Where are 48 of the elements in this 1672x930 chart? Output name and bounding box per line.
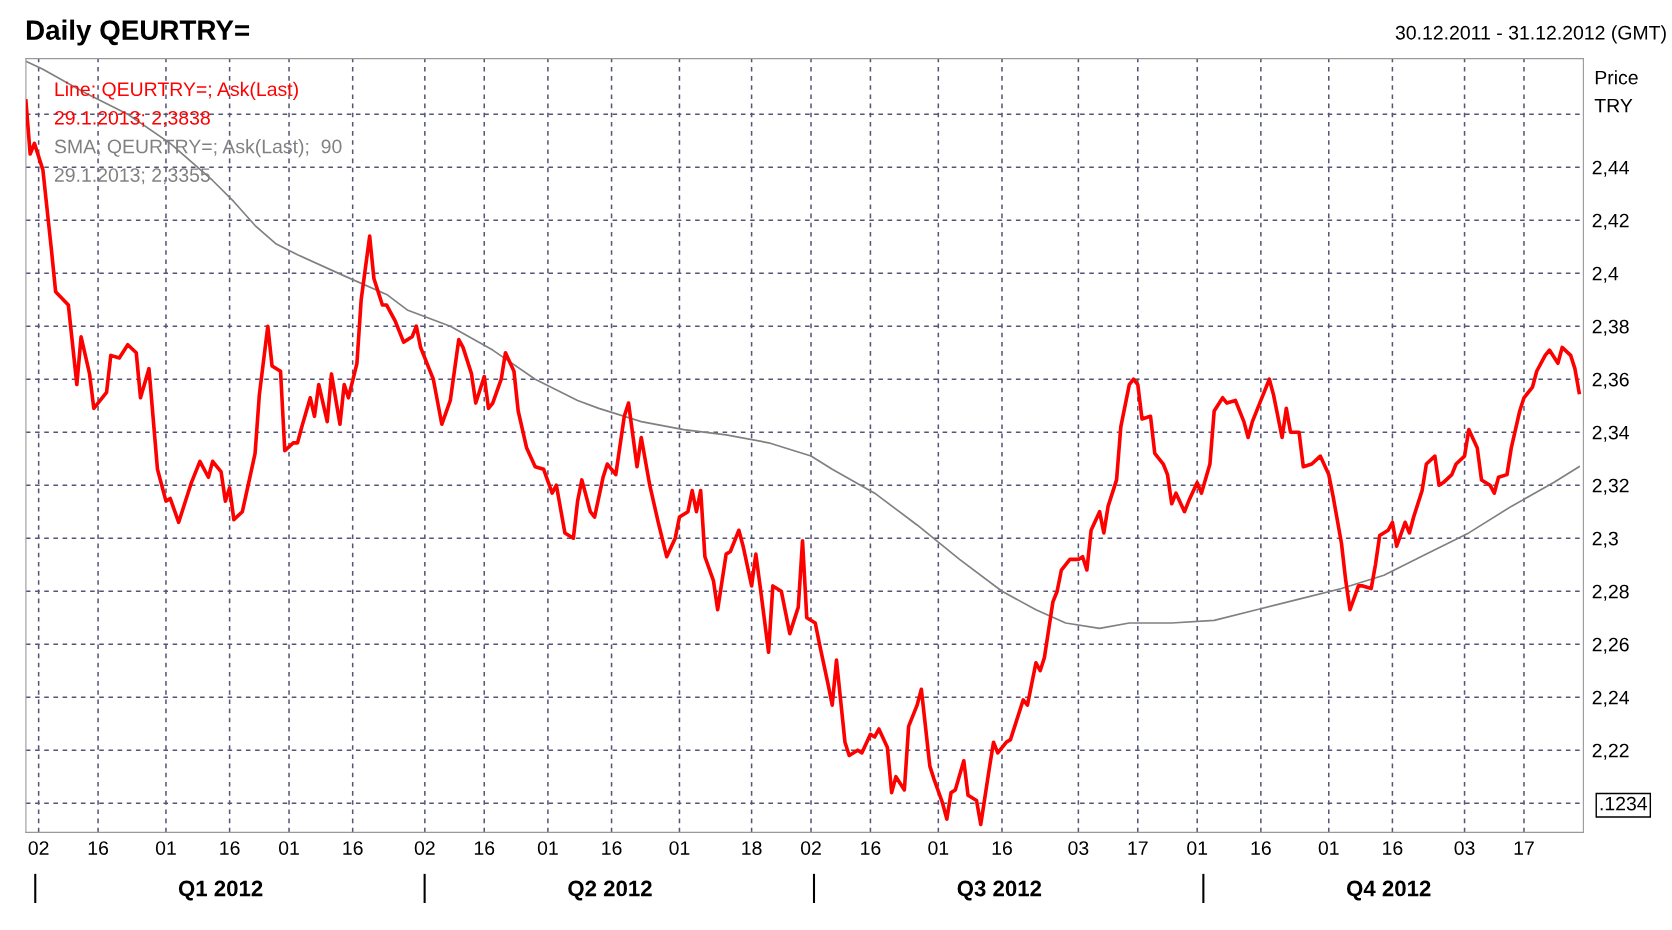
chart-subtitle: 30.12.2011 - 31.12.2012 (GMT): [1395, 25, 1666, 44]
x-tick-label: 16: [992, 841, 1012, 855]
annotation: 29.1.2013; 2,3838: [54, 110, 210, 128]
x-tick-label: 16: [343, 841, 363, 855]
x-tick-label: 01: [155, 841, 176, 855]
x-tick-label: 16: [88, 841, 109, 855]
y-tick-label: 2,34: [1592, 425, 1629, 442]
text: Q3 2012: [957, 880, 1042, 901]
x-tick-label: 02: [414, 841, 435, 855]
y-tick-label: 2,3: [1592, 531, 1618, 548]
y-tick-label: 2,22: [1592, 743, 1629, 760]
text: Q4 2012: [1346, 880, 1431, 901]
x-tick-label: 01: [669, 841, 690, 855]
text: Q1 2012: [178, 880, 263, 901]
line-series: [25, 99, 1581, 827]
y-tick-label: 2,38: [1592, 319, 1629, 336]
x-tick-label: 16: [861, 841, 881, 855]
x-tick-label: 01: [1187, 841, 1208, 855]
y-tick-label: 2,24: [1592, 690, 1629, 707]
line-series: [25, 60, 1580, 630]
x-tick-label: 17: [1128, 841, 1148, 855]
y-tick-label: 2,36: [1592, 372, 1629, 389]
y-tick-label: 2,44: [1592, 160, 1629, 177]
x-tick-label: 16: [220, 841, 240, 855]
series-label: Line; QEURTRY=; Ask(Last): [55, 81, 298, 100]
y-axis-title: Price TRY: [1594, 70, 1638, 113]
y-tick-label: 2,26: [1592, 637, 1629, 654]
x-tick-label: 01: [537, 841, 558, 855]
x-tick-label: 02: [28, 841, 49, 855]
text: Q2 2012: [568, 880, 652, 901]
x-tick-label: 03: [1068, 841, 1089, 855]
x-tick-label: 18: [742, 841, 762, 855]
x-tick-label: 01: [928, 841, 949, 855]
chart-title: Daily QEURTRY=: [26, 19, 250, 46]
x-tick-label: 16: [1383, 841, 1403, 855]
y-tick-label: 2,4: [1592, 266, 1619, 283]
x-tick-label: 16: [1251, 841, 1271, 855]
x-tick-label: 16: [474, 841, 495, 855]
x-tick-label: 02: [800, 841, 821, 855]
y-tick-label: 2,42: [1592, 213, 1629, 230]
x-tick-label: 01: [278, 841, 299, 855]
y-tick-label: 2,32: [1592, 478, 1629, 495]
y-tick-label: 2,28: [1592, 584, 1629, 601]
text: .1234: [1600, 796, 1648, 811]
x-tick-label: 01: [1318, 841, 1339, 855]
x-tick-label: 16: [602, 841, 622, 855]
x-tick-label: 17: [1514, 841, 1534, 855]
x-tick-label: 03: [1454, 841, 1475, 855]
